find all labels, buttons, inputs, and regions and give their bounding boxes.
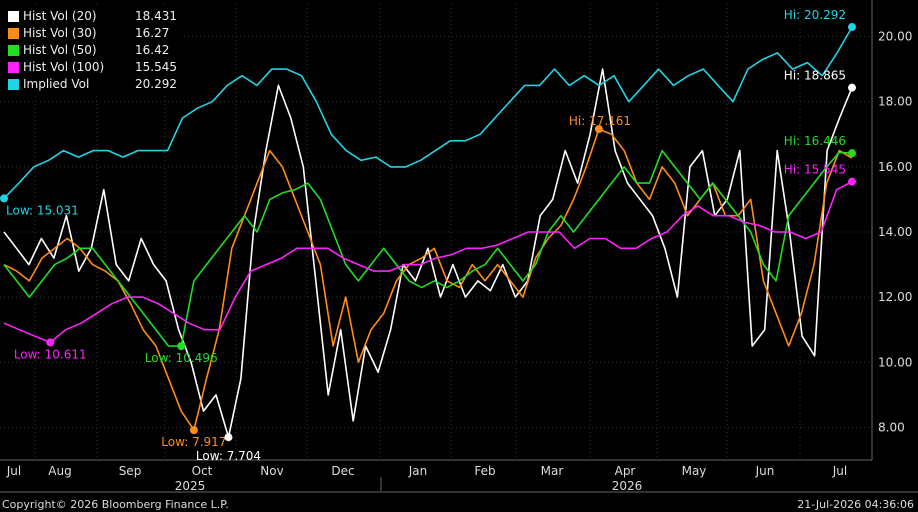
x-tick-label: Jul	[6, 464, 21, 478]
legend-item-implied-vol[interactable]: Implied Vol 20.292	[8, 76, 177, 93]
legend-label: Hist Vol (100)	[23, 60, 105, 74]
annotation-label: Hi: 18.865	[784, 69, 846, 83]
legend-item-hist-vol-100[interactable]: Hist Vol (100) 15.545	[8, 59, 177, 76]
annotation-label: Low: 15.031	[6, 203, 79, 217]
y-tick-label: 18.00	[878, 95, 912, 109]
y-tick-label: 16.00	[878, 160, 912, 174]
legend-swatch	[8, 62, 19, 73]
annotation-label: Hi: 16.446	[784, 134, 846, 148]
year-label: 2026	[612, 479, 643, 493]
series-line-0	[3, 68, 853, 439]
legend-swatch	[8, 28, 19, 39]
legend-item-hist-vol-30[interactable]: Hist Vol (30) 16.27	[8, 25, 177, 42]
legend-swatch	[8, 79, 19, 90]
chart-legend: Hist Vol (20) 18.431 Hist Vol (30) 16.27…	[4, 6, 181, 95]
x-tick-label: Jul	[832, 464, 847, 478]
annotation-label: Hi: 15.545	[784, 163, 846, 177]
annotation-marker	[224, 433, 233, 442]
timestamp-text: 21-Jul-2026 04:36:06	[797, 498, 914, 511]
legend-swatch	[8, 45, 19, 56]
x-tick-label: Jun	[755, 464, 775, 478]
legend-value: 18.431	[135, 9, 177, 23]
x-tick-label: Apr	[615, 464, 636, 478]
annotation-marker	[848, 177, 856, 186]
legend-item-hist-vol-50[interactable]: Hist Vol (50) 16.42	[8, 42, 177, 59]
annotation-marker	[848, 149, 856, 158]
legend-value: 15.545	[135, 60, 177, 74]
x-tick-label: Oct	[192, 464, 213, 478]
legend-label: Hist Vol (30)	[23, 26, 97, 40]
y-tick-label: 8.00	[878, 420, 905, 434]
x-tick-label: Dec	[331, 464, 354, 478]
series-line-2	[3, 149, 853, 347]
x-tick-label: Sep	[119, 464, 142, 478]
annotation-marker	[177, 342, 186, 351]
annotation-label: Hi: 20.292	[784, 8, 846, 22]
annotation-marker	[0, 194, 8, 203]
x-tick-label: Aug	[48, 464, 71, 478]
annotation-label: Low: 10.496	[145, 351, 218, 365]
series-line-4	[3, 26, 853, 199]
annotation-marker	[594, 125, 603, 134]
copyright-text: Copyright© 2026 Bloomberg Finance L.P.	[2, 498, 229, 511]
legend-value: 16.42	[135, 43, 170, 57]
y-tick-label: 14.00	[878, 225, 912, 239]
annotation-marker	[46, 338, 55, 347]
legend-label: Implied Vol	[23, 77, 90, 91]
x-tick-label: May	[682, 464, 707, 478]
y-tick-label: 10.00	[878, 355, 912, 369]
legend-item-hist-vol-20[interactable]: Hist Vol (20) 18.431	[8, 8, 177, 25]
annotation-marker	[848, 23, 856, 32]
annotation-marker	[189, 426, 198, 435]
annotation-label: Low: 10.611	[14, 347, 87, 361]
annotation-marker	[848, 83, 856, 92]
legend-label: Hist Vol (20)	[23, 9, 97, 23]
legend-value: 20.292	[135, 77, 177, 91]
year-label: 2025	[175, 479, 206, 493]
x-tick-label: Mar	[541, 464, 564, 478]
x-tick-label: Feb	[474, 464, 495, 478]
x-tick-label: Nov	[260, 464, 283, 478]
y-tick-label: 12.00	[878, 290, 912, 304]
y-tick-label: 20.00	[878, 30, 912, 44]
legend-value: 16.27	[135, 26, 170, 40]
legend-label: Hist Vol (50)	[23, 43, 97, 57]
annotation-label: Hi: 17.161	[569, 114, 631, 128]
series-line-3	[3, 180, 853, 344]
annotation-label: Low: 7.917	[161, 435, 226, 449]
x-tick-label: Jan	[408, 464, 428, 478]
annotation-label: Low: 7.704	[196, 449, 261, 463]
legend-swatch	[8, 11, 19, 22]
series-line-1	[3, 128, 853, 431]
